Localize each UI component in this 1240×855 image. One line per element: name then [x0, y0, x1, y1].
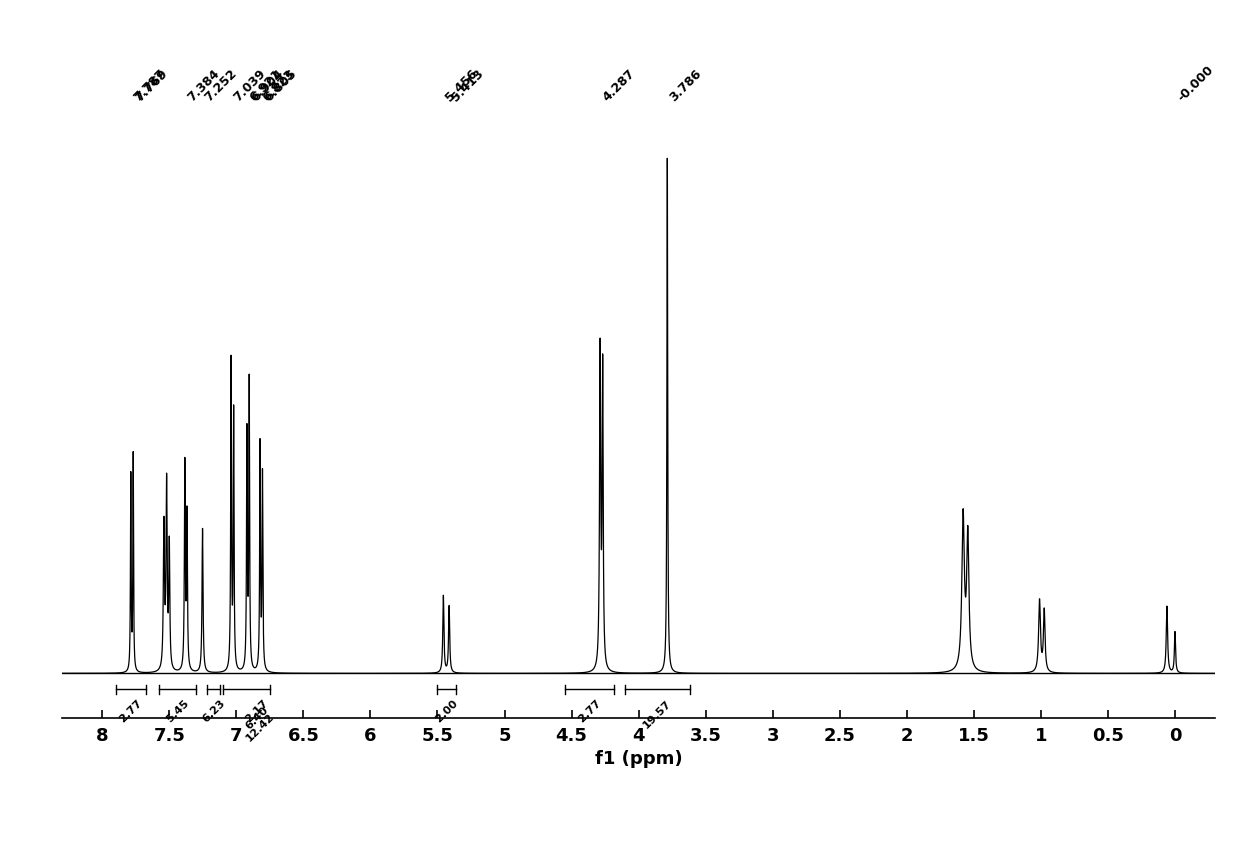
Text: 7.787: 7.787	[130, 68, 167, 104]
Text: -0.000: -0.000	[1176, 63, 1216, 104]
Text: 7.252: 7.252	[202, 68, 239, 104]
Text: 6.823: 6.823	[260, 68, 298, 104]
Text: 7.769: 7.769	[133, 68, 170, 104]
Text: 6.23: 6.23	[201, 698, 227, 724]
Text: 5.413: 5.413	[449, 68, 486, 104]
Text: 5.456: 5.456	[444, 68, 481, 104]
Text: 2.77: 2.77	[577, 698, 603, 724]
Text: 12.42: 12.42	[244, 711, 275, 744]
Text: 7.039: 7.039	[231, 68, 268, 104]
Text: 6.40: 6.40	[244, 705, 270, 731]
Text: 2.77: 2.77	[118, 698, 144, 724]
Text: 2.00: 2.00	[434, 698, 460, 724]
Text: 2.17: 2.17	[244, 698, 270, 724]
Text: 6.805: 6.805	[263, 68, 300, 104]
Text: 3.786: 3.786	[667, 68, 704, 104]
Text: 4.287: 4.287	[600, 68, 637, 104]
X-axis label: f1 (ppm): f1 (ppm)	[595, 750, 682, 768]
Text: 7.384: 7.384	[185, 68, 222, 104]
Text: 5.45: 5.45	[164, 698, 191, 724]
Text: 19.57: 19.57	[641, 698, 673, 730]
Text: 6.904: 6.904	[249, 68, 286, 104]
Text: 6.921: 6.921	[247, 68, 284, 104]
